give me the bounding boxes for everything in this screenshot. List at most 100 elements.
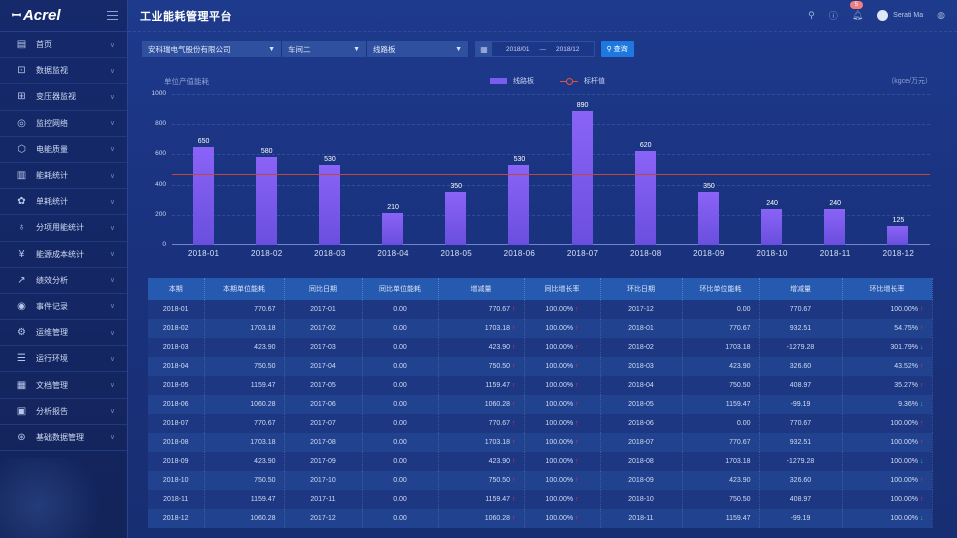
bar[interactable] bbox=[761, 208, 783, 245]
table-row[interactable]: 2018-04 750.50 2017-04 0.00 750.50 ↑ 100.00% ↑ 2… bbox=[148, 357, 933, 376]
sidebar-item-2[interactable]: ⊞ 变压器监视 ∨ bbox=[0, 84, 127, 111]
table-row[interactable]: 2018-10 750.50 2017-10 0.00 750.50 ↑ 100.00% ↑ 2… bbox=[148, 471, 933, 490]
table-cell: 1159.47 bbox=[204, 490, 285, 509]
bar[interactable] bbox=[382, 213, 404, 245]
sidebar-item-13[interactable]: ▦ 文档管理 ∨ bbox=[0, 372, 127, 399]
cell-value: 2018-07 bbox=[628, 439, 654, 446]
cell-value: 1159.47 bbox=[725, 401, 751, 408]
table-row[interactable]: 2018-08 1703.18 2017-08 0.00 1703.18 ↑ 100.00%… bbox=[148, 433, 933, 452]
bar[interactable] bbox=[697, 192, 719, 245]
trend-down-arrow-icon: ↓ bbox=[920, 458, 924, 465]
table-row[interactable]: 2018-11 1159.47 2017-11 0.00 1159.47 ↑ 100.00%… bbox=[148, 490, 933, 509]
dropdown-caret-icon: ▼ bbox=[268, 45, 275, 53]
table-cell: 2017-08 bbox=[284, 433, 363, 452]
query-button[interactable]: ⚲ 查询 bbox=[600, 41, 634, 57]
x-tick-label: 2018-08 bbox=[630, 249, 662, 258]
bar[interactable] bbox=[824, 208, 846, 245]
date-end[interactable]: 2018/12 bbox=[556, 45, 580, 53]
dropdown-caret-icon: ▼ bbox=[353, 45, 360, 53]
cell-value: 2018-06 bbox=[162, 401, 189, 408]
cell-value: 2018-08 bbox=[162, 439, 189, 446]
sidebar-item-6[interactable]: ✿ 单耗统计 ∨ bbox=[0, 189, 127, 216]
help-icon[interactable]: ⓘ bbox=[828, 11, 838, 21]
bar-value-label: 580 bbox=[260, 148, 273, 156]
table-cell: 2017-01 bbox=[284, 300, 363, 319]
bar[interactable] bbox=[445, 192, 467, 245]
sidebar-item-15[interactable]: ⊛ 基础数据管理 ∨ bbox=[0, 425, 127, 451]
bar[interactable] bbox=[192, 146, 214, 245]
sidebar-item-1[interactable]: ⊡ 数据监视 ∨ bbox=[0, 58, 127, 85]
chevron-down-icon: ∨ bbox=[109, 408, 115, 416]
bar[interactable] bbox=[887, 226, 909, 245]
search-icon: ⚲ bbox=[606, 46, 612, 53]
table-row[interactable]: 2018-02 1703.18 2017-02 0.00 1703.18 ↑ 100.00%… bbox=[148, 319, 933, 338]
table-row[interactable]: 2018-05 1159.47 2017-05 0.00 1159.47 ↑ 100.00%… bbox=[148, 376, 933, 395]
legend-item-benchmark[interactable]: 标杆值 bbox=[560, 76, 605, 86]
bar[interactable] bbox=[571, 110, 593, 245]
notification-bell-icon[interactable]: 🔔︎ 5 bbox=[849, 1, 864, 20]
sidebar-item-9[interactable]: ↗ 绩效分析 ∨ bbox=[0, 268, 127, 294]
table-cell: 770.67 bbox=[204, 300, 285, 319]
language-globe-icon[interactable]: ◍ bbox=[937, 10, 945, 20]
sidebar-item-8[interactable]: ¥ 能源成本统计 ∨ bbox=[0, 242, 127, 268]
date-start[interactable]: 2018/01 bbox=[506, 45, 530, 53]
table-cell: 1703.18 bbox=[682, 452, 760, 471]
table-cell: 100.00% ↑ bbox=[842, 490, 933, 509]
cell-value: 1703.18 bbox=[725, 344, 751, 351]
table-row[interactable]: 2018-06 1060.28 2017-06 0.00 1060.28 ↑ 100.00%… bbox=[148, 395, 933, 414]
trend-up-arrow-icon: ↑ bbox=[920, 439, 924, 446]
sidebar-item-3[interactable]: ◎ 监控网络 ∨ bbox=[0, 111, 127, 137]
table-row[interactable]: 2018-12 1060.28 2017-12 0.00 1060.28 ↑ 100.00%… bbox=[148, 509, 933, 528]
column-header: 环比增长率 bbox=[842, 278, 933, 300]
table-cell: 423.90 ↑ bbox=[438, 452, 525, 471]
cell-value: 100.00% bbox=[890, 420, 918, 427]
cell-value: 408.97 bbox=[789, 382, 812, 389]
user-menu[interactable]: Serati Ma bbox=[877, 10, 923, 21]
bar[interactable] bbox=[255, 157, 277, 245]
bar[interactable] bbox=[318, 164, 340, 245]
sidebar-item-7[interactable]: ♁ 分项用能统计 ∨ bbox=[0, 215, 127, 242]
table-cell: 2018-01 bbox=[600, 319, 683, 338]
sidebar-item-14[interactable]: ▣ 分析报告 ∨ bbox=[0, 399, 127, 425]
table-cell: 423.90 bbox=[682, 471, 760, 490]
table-cell: 2018-04 bbox=[148, 357, 205, 376]
search-icon[interactable]: ⚲ bbox=[808, 10, 815, 20]
table-cell: 35.27% ↑ bbox=[842, 376, 933, 395]
bar[interactable] bbox=[634, 151, 656, 245]
trend-up-arrow-icon: ↑ bbox=[575, 477, 579, 484]
date-range-picker[interactable]: ▦ 2018/01 — 2018/12 bbox=[475, 41, 595, 57]
sidebar-item-0[interactable]: ▤ 首页 ∨ bbox=[0, 32, 127, 59]
table-cell: 1159.47 bbox=[682, 395, 760, 414]
company-select[interactable]: 安科瑞电气股份有限公司 ▼ bbox=[142, 41, 282, 57]
table-cell: 2018-08 bbox=[600, 452, 683, 471]
sidebar-item-5[interactable]: ▥ 能耗统计 ∨ bbox=[0, 163, 127, 190]
cell-value: 326.60 bbox=[789, 477, 812, 484]
cell-value: 1159.47 bbox=[485, 382, 510, 389]
table-cell: 0.00 bbox=[362, 300, 439, 319]
chevron-down-icon: ∨ bbox=[109, 355, 115, 363]
legend-item-bar[interactable]: 线路板 bbox=[490, 76, 534, 86]
table-cell: 100.00% ↑ bbox=[842, 300, 933, 319]
y-tick-label: 1000 bbox=[151, 90, 166, 97]
sidebar-item-12[interactable]: ☰ 运行环境 ∨ bbox=[0, 346, 127, 373]
table-row[interactable]: 2018-07 770.67 2017-07 0.00 770.67 ↑ 100.00% ↑ 2… bbox=[148, 414, 933, 433]
table-row[interactable]: 2018-01 770.67 2017-01 0.00 770.67 ↑ 100.00% ↑ 2… bbox=[148, 300, 933, 319]
table-cell: 2017-12 bbox=[600, 300, 683, 319]
sidebar-item-10[interactable]: ◉ 事件记录 ∨ bbox=[0, 294, 127, 321]
x-tick-label: 2018-11 bbox=[819, 249, 851, 258]
sidebar-item-11[interactable]: ⚙ 运维管理 ∨ bbox=[0, 320, 127, 347]
table-row[interactable]: 2018-03 423.90 2017-03 0.00 423.90 ↑ 100.00% ↑ 2… bbox=[148, 338, 933, 357]
logo-text: Acrel bbox=[22, 7, 61, 24]
menu-toggle-icon[interactable] bbox=[107, 11, 118, 20]
sidebar-item-4[interactable]: ⬡ 电能质量 ∨ bbox=[0, 137, 127, 163]
cell-value: 2018-02 bbox=[162, 325, 189, 332]
workshop-select[interactable]: 车间二 ▼ bbox=[282, 41, 367, 57]
column-header: 同比日期 bbox=[284, 278, 363, 300]
line-select[interactable]: 线路板 ▼ bbox=[367, 41, 469, 57]
bar[interactable] bbox=[508, 164, 530, 245]
table-cell: 1159.47 ↑ bbox=[438, 490, 525, 509]
table-row[interactable]: 2018-09 423.90 2017-09 0.00 423.90 ↑ 100.00% ↑ 2… bbox=[148, 452, 933, 471]
sidebar: ꟷ̶ Acrel ▤ 首页 ∨ ⊡ 数据监视 ∨ ⊞ 变压器监视 ∨ ◎ 监控网络 ∨ ⬡ 电能质量 ∨ ▥ 能… bbox=[0, 0, 128, 538]
report-icon: ▣ bbox=[16, 405, 27, 417]
cell-value: 1703.18 bbox=[250, 439, 276, 446]
